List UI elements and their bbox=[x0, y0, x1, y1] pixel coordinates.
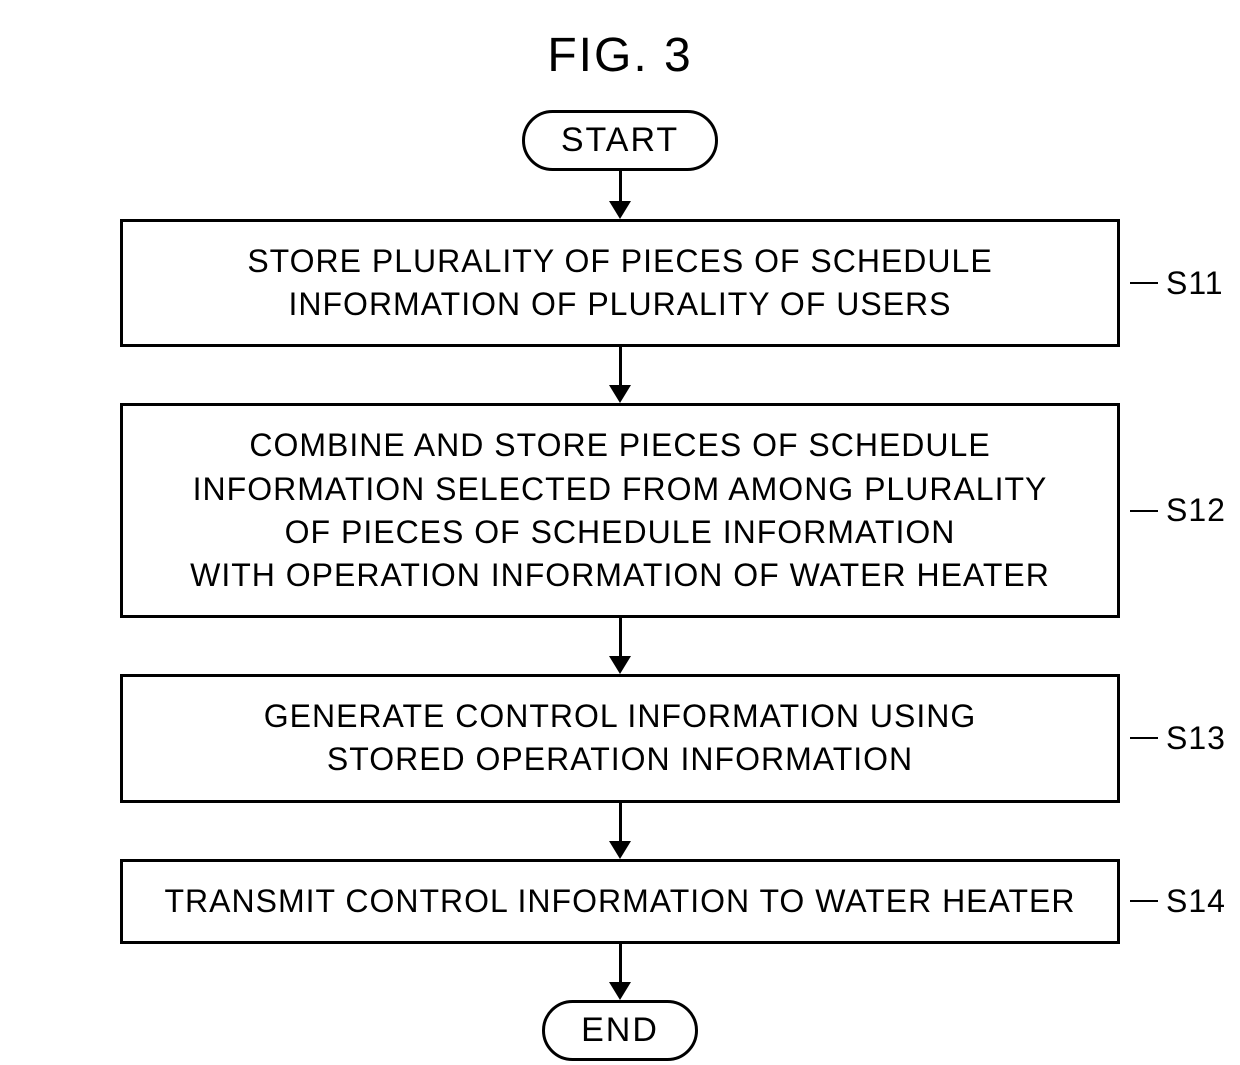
process-step-s11: STORE PLURALITY OF PIECES OF SCHEDULEINF… bbox=[120, 219, 1120, 347]
start-terminator: START bbox=[522, 110, 718, 171]
end-terminator: END bbox=[542, 1000, 698, 1061]
step-label: S13 bbox=[1130, 720, 1226, 757]
process-box: TRANSMIT CONTROL INFORMATION TO WATER HE… bbox=[120, 859, 1120, 944]
process-step-s13: GENERATE CONTROL INFORMATION USINGSTORED… bbox=[120, 674, 1120, 802]
step-label: S12 bbox=[1130, 492, 1226, 529]
figure-title: FIG. 3 bbox=[547, 28, 692, 83]
process-step-s14: TRANSMIT CONTROL INFORMATION TO WATER HE… bbox=[120, 859, 1120, 944]
process-box: STORE PLURALITY OF PIECES OF SCHEDULEINF… bbox=[120, 219, 1120, 347]
arrow bbox=[609, 171, 631, 219]
step-label: S14 bbox=[1130, 883, 1226, 920]
flowchart: START STORE PLURALITY OF PIECES OF SCHED… bbox=[70, 110, 1170, 1061]
arrow bbox=[609, 618, 631, 674]
process-box: COMBINE AND STORE PIECES OF SCHEDULEINFO… bbox=[120, 403, 1120, 618]
arrow bbox=[609, 944, 631, 1000]
process-box: GENERATE CONTROL INFORMATION USINGSTORED… bbox=[120, 674, 1120, 802]
arrow bbox=[609, 803, 631, 859]
step-label: S11 bbox=[1130, 265, 1224, 302]
arrow bbox=[609, 347, 631, 403]
process-step-s12: COMBINE AND STORE PIECES OF SCHEDULEINFO… bbox=[120, 403, 1120, 618]
